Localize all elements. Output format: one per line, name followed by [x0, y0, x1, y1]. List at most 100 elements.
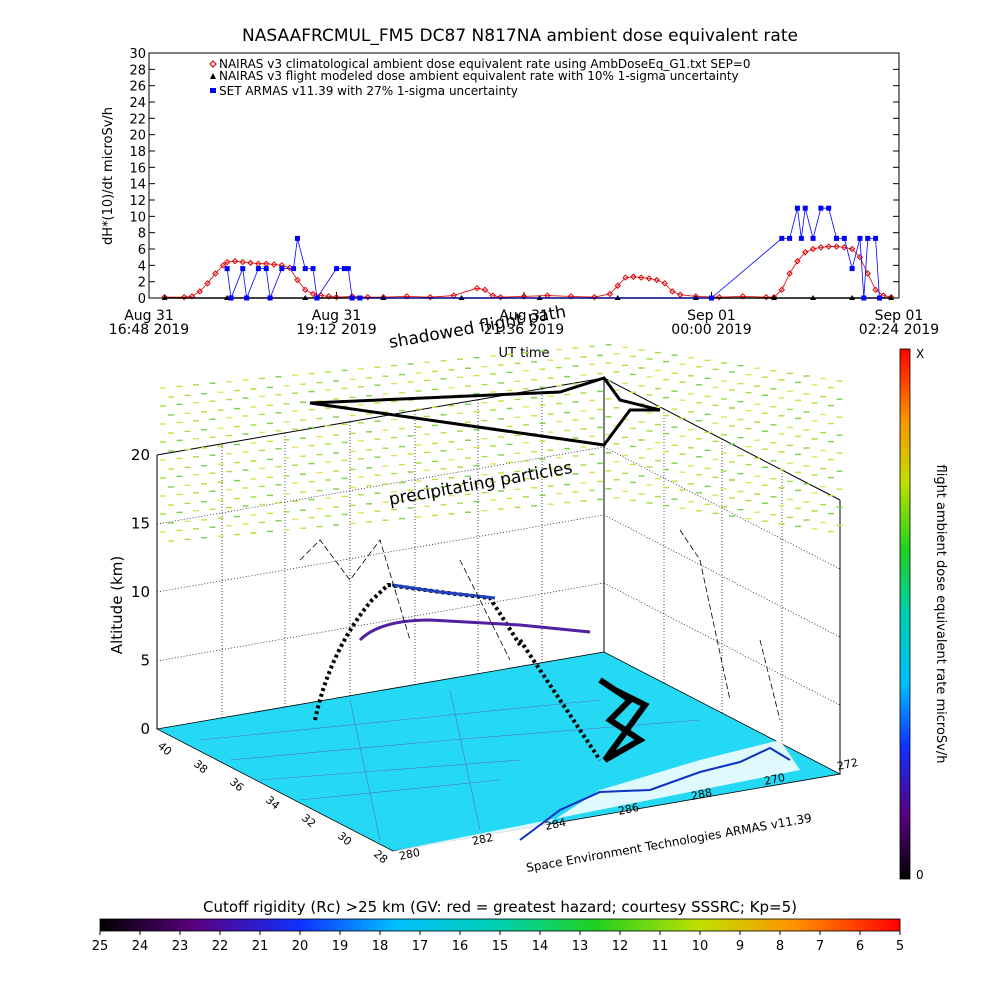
longitude-tick-label: 272 — [836, 756, 859, 773]
point-nairas-climatological — [856, 253, 864, 261]
latitude-tick-label: 38 — [191, 757, 210, 776]
point-armas — [279, 266, 285, 272]
point-nairas-climatological — [872, 286, 879, 294]
altitude-tick-label: 10 — [131, 583, 150, 601]
longitude-tick-label: 280 — [398, 846, 421, 863]
point-armas — [810, 235, 816, 241]
x-tick-label-date: Aug 31 — [124, 308, 174, 324]
point-armas — [314, 295, 320, 301]
flight-path — [299, 376, 781, 763]
point-armas — [294, 235, 300, 241]
point-armas — [873, 235, 879, 241]
point-nairas-climatological — [333, 293, 340, 301]
point-armas — [240, 266, 246, 272]
x-tick-label-date: Sep 01 — [687, 308, 736, 324]
point-nairas-climatological — [188, 293, 196, 300]
point-nairas-flight — [771, 295, 777, 300]
point-nairas-climatological — [231, 258, 239, 265]
point-armas — [263, 266, 269, 272]
point-armas — [302, 266, 308, 272]
bottom-tick-label: 24 — [132, 939, 149, 954]
point-armas — [267, 295, 273, 301]
point-nairas-climatological — [716, 293, 723, 301]
point-nairas-climatological — [270, 261, 278, 268]
figure-title: NASAAFRCMUL_FM5 DC87 N817NA ambient dose… — [242, 26, 798, 46]
point-armas — [861, 295, 867, 301]
y-tick-label: 4 — [138, 259, 146, 274]
latitude-tick-label: 32 — [299, 811, 318, 830]
point-armas — [244, 295, 250, 301]
bottom-tick-label: 12 — [612, 939, 629, 954]
bottom-tick-label: 25 — [92, 939, 109, 954]
legend-label-armas: SET ARMAS v11.39 with 27% 1-sigma uncert… — [219, 84, 518, 98]
point-nairas-climatological — [567, 293, 575, 300]
point-armas — [255, 266, 261, 272]
bottom-tick-label: 9 — [736, 939, 744, 954]
bottom-tick-label: 6 — [856, 939, 864, 954]
point-nairas-climatological — [848, 245, 856, 253]
right-colorbar-top: X — [916, 347, 924, 361]
altitude-axis: 0 5 10 15 20 — [131, 446, 150, 738]
bottom-tick-label: 20 — [292, 939, 309, 954]
point-nairas-climatological — [817, 244, 825, 251]
ocean-region — [393, 740, 800, 851]
altitude-tick-label: 5 — [140, 652, 150, 670]
point-armas — [826, 205, 832, 211]
y-tick-label: 22 — [129, 112, 146, 127]
right-colorbar-bottom: 0 — [916, 868, 924, 882]
point-nairas-climatological — [825, 243, 832, 250]
bottom-colorbar-gradient — [99, 918, 901, 932]
coastline — [519, 746, 791, 841]
bottom-tick-label: 10 — [692, 939, 709, 954]
box-edges — [156, 377, 841, 774]
point-armas — [794, 205, 800, 211]
point-nairas-climatological — [622, 274, 629, 281]
y-tick-label: 30 — [129, 47, 146, 62]
point-armas — [310, 266, 316, 272]
top-xlabel: UT time — [499, 346, 550, 361]
point-nairas-climatological — [481, 286, 489, 294]
shadowed-flight-path — [309, 376, 661, 447]
latitude-tick-label: 34 — [263, 793, 282, 812]
point-nairas-climatological — [645, 275, 653, 282]
point-nairas-flight — [849, 295, 856, 300]
x-tick-label-time: 19:12 2019 — [296, 322, 376, 338]
point-armas — [224, 266, 230, 272]
point-nairas-climatological — [614, 282, 621, 289]
bottom-colorbar-ticks: 25 24 23 22 21 20 19 18 17 16 15 14 13 12 11 10 9 8 7 6 5 — [92, 931, 904, 954]
point-armas — [865, 235, 871, 241]
bottom-tick-label: 16 — [452, 939, 469, 954]
point-nairas-climatological — [239, 258, 246, 266]
longitude-tick-label: 270 — [763, 771, 786, 788]
point-nairas-climatological — [427, 293, 434, 301]
point-nairas-climatological — [606, 290, 614, 298]
point-nairas-climatological — [204, 280, 211, 287]
point-nairas-climatological — [833, 243, 840, 250]
bottom-tick-label: 22 — [212, 939, 229, 954]
altitude-label: Altitude (km) — [108, 556, 126, 654]
point-nairas-climatological — [403, 293, 411, 300]
point-nairas-climatological — [325, 293, 332, 300]
x-tick-label-time: 21:36 2019 — [484, 322, 564, 338]
point-nairas-climatological — [637, 274, 645, 281]
point-nairas-climatological — [802, 249, 809, 256]
legend-marker-triangle — [210, 73, 216, 79]
right-colorbar-gradient — [899, 348, 911, 880]
precipitating-particles — [160, 344, 843, 542]
point-nairas-climatological — [309, 290, 317, 298]
point-armas — [849, 266, 855, 272]
precipitating-particles-label: precipitating particles — [387, 458, 574, 510]
longitude-tick-label: 282 — [471, 831, 494, 848]
point-nairas-climatological — [196, 288, 203, 295]
legend: NAIRAS v3 climatological ambient dose eq… — [209, 57, 751, 98]
top-ylabel: dH*(10)/dt microSv/h — [101, 107, 116, 245]
latitude-tick-label: 36 — [227, 775, 246, 794]
point-nairas-climatological — [212, 270, 219, 277]
longitude-tick-label: 288 — [690, 786, 713, 803]
point-armas — [818, 205, 824, 211]
point-nairas-climatological — [520, 293, 528, 300]
point-armas — [876, 295, 882, 301]
y-tick-label: 20 — [129, 129, 146, 144]
bottom-tick-label: 5 — [896, 939, 904, 954]
